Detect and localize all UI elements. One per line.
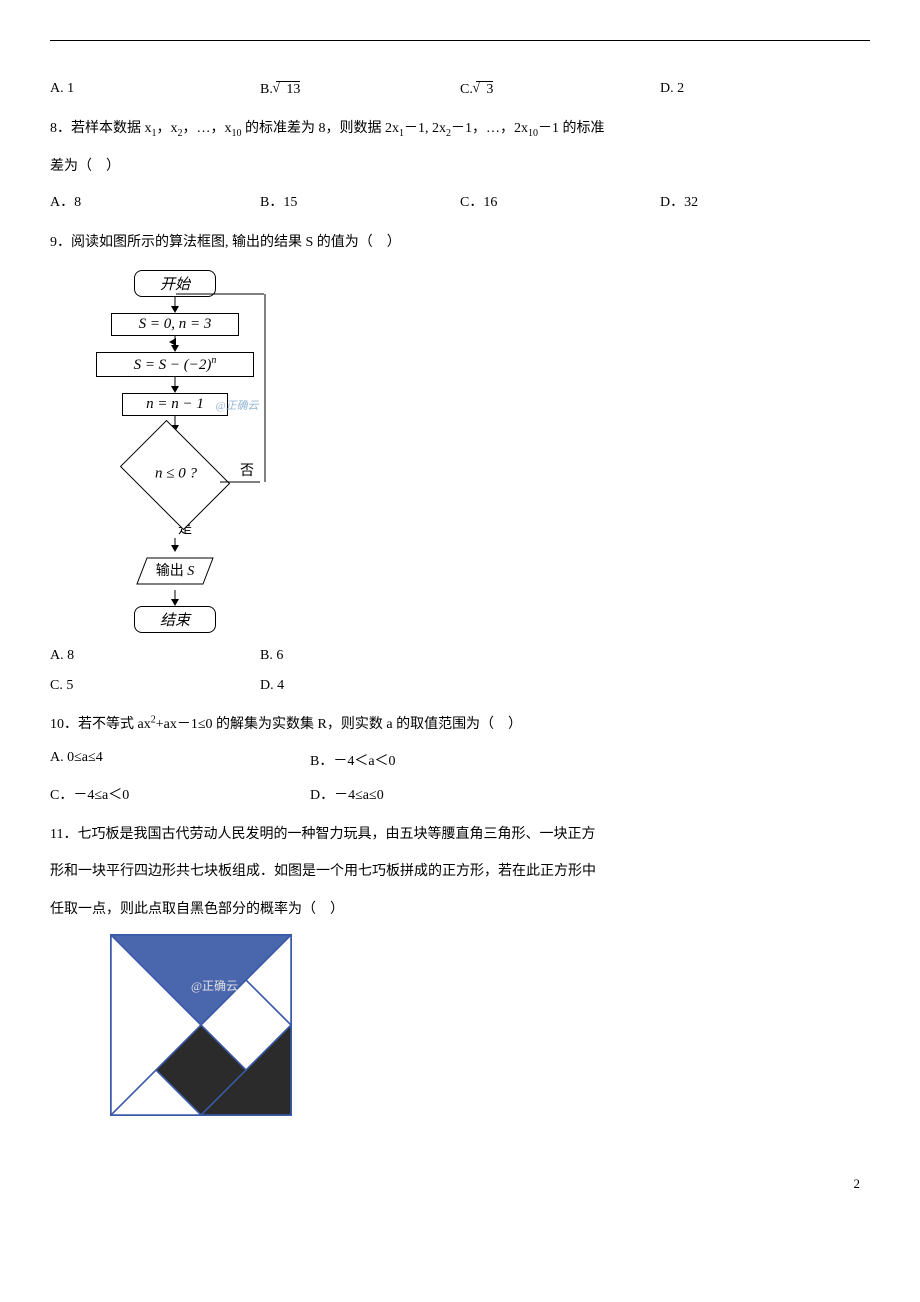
q10-opt-d: D．－4≤a≤0 — [310, 784, 384, 804]
flow-step1-a: S = S − (−2) — [134, 357, 212, 373]
tangram-figure: @正确云 — [110, 934, 292, 1116]
q7-opt-a: A. 1 — [50, 81, 260, 98]
q8-t3: ，…，x — [183, 121, 232, 136]
q9-options-2: C. 5 D. 4 — [50, 678, 870, 694]
q8-opt-c: C．16 — [460, 191, 660, 211]
flow-out-b: S — [187, 564, 194, 579]
q10-opt-c: C．－4≤a＜0 — [50, 784, 310, 804]
q8-stem-line2: 差为（ ） — [50, 150, 870, 184]
q10-opt-a: A. 0≤a≤4 — [50, 750, 310, 770]
sub-10b: 10 — [528, 128, 538, 139]
sqrt-3-val: 3 — [486, 82, 493, 97]
q8-t1: 8．若样本数据 x — [50, 121, 152, 136]
arrow-2 — [80, 336, 270, 352]
q9-stem-text: 9．阅读如图所示的算法框图, 输出的结果 S 的值为（ ） — [50, 235, 401, 250]
arrow-1 — [80, 297, 270, 313]
q11-line3: 任取一点，则此点取自黑色部分的概率为（ ） — [50, 893, 870, 927]
q7-options: A. 1 B. 13 C. 3 D. 2 — [50, 81, 870, 98]
q8-stem-line1: 8．若样本数据 x1，x2，…，x10 的标准差为 8，则数据 2x1－1, 2… — [50, 112, 870, 146]
q7-opt-b: B. 13 — [260, 81, 460, 98]
flow-cond-text: n ≤ 0 ? — [126, 465, 226, 482]
q8-t6: －1，…，2x — [451, 121, 528, 136]
q9-opt-c: C. 5 — [50, 678, 260, 694]
top-rule — [50, 40, 870, 41]
flow-step2-text: n = n − 1 — [146, 396, 204, 412]
tangram-svg — [111, 935, 291, 1115]
q10-t1: 10．若不等式 ax — [50, 717, 151, 732]
q8-t2: ，x — [157, 121, 178, 136]
sqrt-13: 13 — [276, 81, 300, 98]
q11-line2: 形和一块平行四边形共七块板组成．如图是一个用七巧板拼成的正方形，若在此正方形中 — [50, 855, 870, 889]
flow-step2: n = n − 1 @正确云 — [122, 393, 228, 416]
q10-stem: 10．若不等式 ax2+ax－1≤0 的解集为实数集 R，则实数 a 的取值范围… — [50, 708, 870, 742]
q11-line1: 11．七巧板是我国古代劳动人民发明的一种智力玩具，由五块等腰直角三角形、一块正方 — [50, 818, 870, 852]
q7-opt-d: D. 2 — [660, 81, 684, 98]
flow-end: 结束 — [134, 606, 216, 633]
q10-t2: +ax－1≤0 的解集为实数集 R，则实数 a 的取值范围为（ ） — [156, 717, 522, 732]
page-number: 2 — [50, 1176, 870, 1192]
q8-t5: －1, 2x — [404, 121, 446, 136]
q8-options: A．8 B．15 C．16 D．32 — [50, 191, 870, 211]
flow-step1-sup: n — [211, 355, 216, 366]
q9-opt-b: B. 6 — [260, 648, 283, 664]
sqrt-13-val: 13 — [286, 82, 300, 97]
flow-decision: n ≤ 0 ? — [120, 420, 230, 530]
q10-options-2: C．－4≤a＜0 D．－4≤a≤0 — [50, 784, 870, 804]
sqrt-3: 3 — [476, 81, 493, 98]
q8-opt-a: A．8 — [50, 191, 260, 211]
q10-opt-b: B．－4＜a＜0 — [310, 750, 396, 770]
q9-options-1: A. 8 B. 6 — [50, 648, 870, 664]
flow-loopback-h — [176, 290, 266, 298]
q8-t7: －1 的标准 — [538, 121, 605, 136]
flow-init: S = 0, n = 3 — [111, 313, 239, 336]
watermark-2: @正确云 — [191, 977, 238, 994]
flow-loopback — [258, 294, 272, 482]
flow-step1: S = S − (−2)n — [96, 352, 254, 377]
q8-t4: 的标准差为 8，则数据 2x — [242, 121, 400, 136]
q9-opt-d: D. 4 — [260, 678, 284, 694]
q7-opt-c: C. 3 — [460, 81, 660, 98]
flowchart: 开始 S = 0, n = 3 S = S − (−2)n n = n − 1 … — [80, 270, 270, 633]
sub-10a: 10 — [232, 128, 242, 139]
flow-output: 输出 S — [135, 556, 215, 586]
flow-out-a: 输出 — [156, 564, 188, 579]
arrow-3 — [80, 377, 270, 393]
q8-opt-b: B．15 — [260, 191, 460, 211]
q8-opt-d: D．32 — [660, 191, 698, 211]
q9-opt-a: A. 8 — [50, 648, 260, 664]
q10-options-1: A. 0≤a≤4 B．－4＜a＜0 — [50, 750, 870, 770]
arrow-6 — [80, 590, 270, 606]
arrow-5 — [80, 538, 270, 552]
q9-stem: 9．阅读如图所示的算法框图, 输出的结果 S 的值为（ ） — [50, 225, 870, 260]
